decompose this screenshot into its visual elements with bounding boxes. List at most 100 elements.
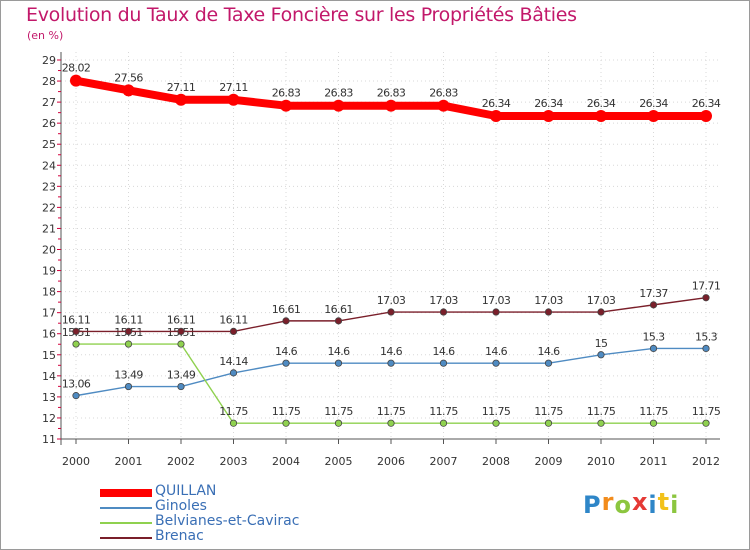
x-tick-label: 2005 <box>325 455 353 468</box>
data-point <box>229 327 238 336</box>
data-point <box>702 294 710 302</box>
data-label: 14.14 <box>219 355 248 368</box>
legend-label: Brenac <box>155 528 204 544</box>
x-tick-label: 2004 <box>272 455 300 468</box>
y-tick-label: 24 <box>42 159 56 172</box>
data-label: 11.75 <box>324 405 353 418</box>
data-point <box>595 110 607 123</box>
data-point <box>72 392 80 400</box>
logo-letter: P <box>583 491 602 519</box>
data-point <box>334 419 343 427</box>
x-tick-label: 2001 <box>115 455 143 468</box>
x-tick-label: 2003 <box>220 455 248 468</box>
y-tick-label: 19 <box>42 265 56 278</box>
data-label: 13.49 <box>167 369 196 382</box>
data-point <box>437 99 450 112</box>
x-tick-label: 2002 <box>167 455 195 468</box>
y-tick-label: 15 <box>42 349 56 362</box>
logo-letter: r <box>601 488 615 516</box>
data-label: 16.11 <box>114 313 143 326</box>
data-point <box>122 84 135 97</box>
data-label: 16.11 <box>62 313 91 326</box>
logo-letter: t <box>657 488 671 516</box>
data-label: 14.6 <box>275 345 298 358</box>
data-label: 16.61 <box>324 303 353 316</box>
data-label: 14.6 <box>485 345 508 358</box>
data-point <box>649 301 658 309</box>
x-tick-label: 2010 <box>587 455 615 468</box>
y-tick-label: 18 <box>42 286 56 299</box>
y-tick-label: 21 <box>42 222 56 235</box>
x-tick-label: 2009 <box>535 455 563 468</box>
data-label: 27.56 <box>114 71 143 84</box>
data-label: 11.75 <box>219 405 248 418</box>
logo-letter: i <box>670 491 680 519</box>
data-point <box>227 93 240 106</box>
data-point <box>387 419 395 427</box>
data-label: 16.61 <box>272 303 301 316</box>
data-label: 26.34 <box>587 97 616 110</box>
data-label: 28.02 <box>62 62 91 75</box>
y-tick-label: 26 <box>42 117 56 130</box>
data-label: 11.75 <box>482 405 511 418</box>
data-label: 26.83 <box>324 87 353 100</box>
data-label: 11.75 <box>272 405 301 418</box>
x-tick-label: 2007 <box>430 455 458 468</box>
data-point <box>702 419 710 427</box>
y-tick-label: 29 <box>42 54 56 67</box>
data-label: 17.03 <box>587 294 616 307</box>
legend-swatch <box>100 522 152 524</box>
y-tick-label: 27 <box>42 96 56 109</box>
data-point <box>649 344 658 353</box>
data-point <box>177 382 185 391</box>
data-point <box>124 382 133 391</box>
data-label: 26.83 <box>429 87 458 100</box>
data-label: 17.37 <box>639 287 668 300</box>
data-point <box>700 110 712 123</box>
data-label: 11.75 <box>692 405 721 418</box>
data-label: 15 <box>595 337 608 350</box>
data-point <box>387 359 395 367</box>
y-tick-label: 13 <box>42 391 56 404</box>
data-label: 26.34 <box>692 97 721 110</box>
chart-title: Evolution du Taux de Taxe Foncière sur l… <box>26 4 577 26</box>
data-label: 11.75 <box>429 405 458 418</box>
data-point <box>439 308 448 316</box>
data-label: 26.34 <box>534 97 563 110</box>
legend-swatch <box>100 537 152 539</box>
data-point <box>597 351 605 359</box>
y-tick-label: 25 <box>42 138 56 151</box>
y-tick-label: 12 <box>42 412 56 425</box>
y-tick-label: 23 <box>42 180 56 193</box>
data-point <box>229 369 238 377</box>
data-point <box>649 419 658 427</box>
data-point <box>177 327 185 336</box>
data-label: 11.75 <box>534 405 563 418</box>
logo-letter: o <box>614 491 632 519</box>
y-tick-label: 16 <box>42 328 56 341</box>
data-point <box>332 99 345 112</box>
legend-label: QUILLAN <box>155 483 217 499</box>
data-label: 11.75 <box>377 405 406 418</box>
data-point <box>282 317 290 325</box>
data-label: 14.6 <box>380 345 403 358</box>
data-point <box>385 99 397 112</box>
x-tick-label: 2006 <box>377 455 405 468</box>
x-tick-label: 2012 <box>692 455 720 468</box>
logo-letter: i <box>648 491 658 519</box>
data-label: 11.75 <box>587 405 616 418</box>
data-point <box>647 110 660 123</box>
data-point <box>124 340 133 348</box>
data-label: 15.3 <box>642 330 665 343</box>
data-point <box>542 110 555 123</box>
chart-subtitle: (en %) <box>27 29 64 42</box>
y-tick-label: 11 <box>42 433 56 446</box>
proxiti-logo: Proxiti <box>583 488 680 519</box>
legend-label: Ginoles <box>155 498 207 514</box>
data-label: 14.6 <box>327 345 350 358</box>
data-point <box>597 308 605 316</box>
data-point <box>72 327 80 336</box>
logo-letter: x <box>631 488 649 516</box>
data-point <box>492 419 500 427</box>
